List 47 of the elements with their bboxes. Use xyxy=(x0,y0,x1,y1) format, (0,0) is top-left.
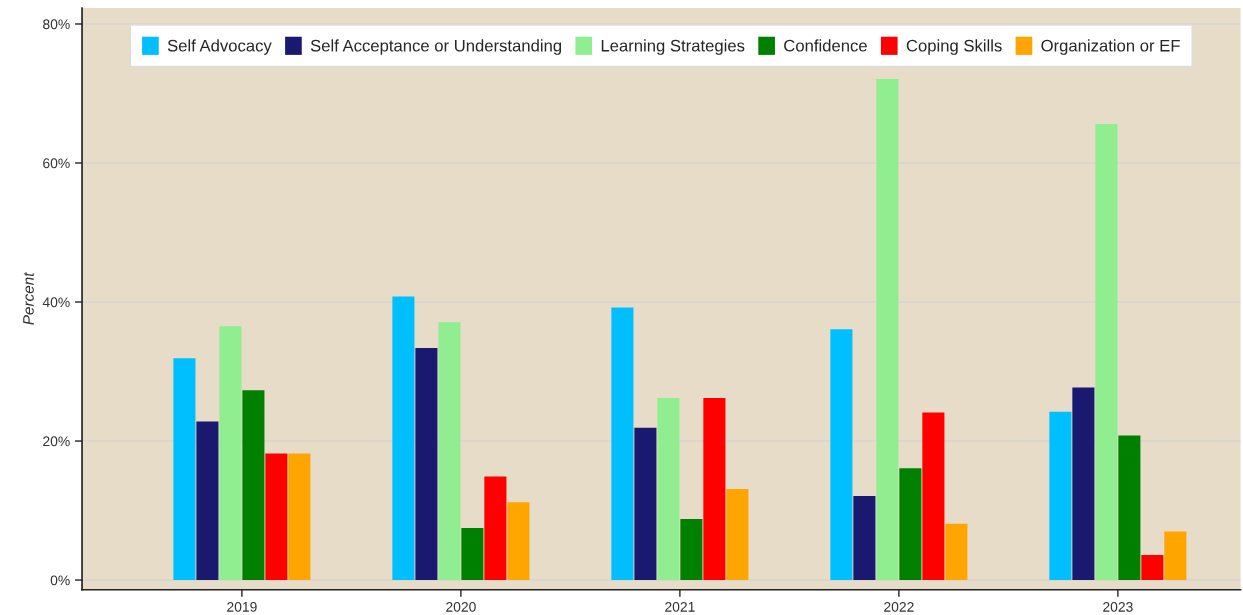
bar xyxy=(242,390,265,581)
bar xyxy=(830,329,853,581)
bar xyxy=(1049,411,1072,581)
bar xyxy=(680,518,703,581)
bar xyxy=(219,326,242,581)
y-tick-label: 60% xyxy=(43,158,70,169)
bar xyxy=(288,453,311,581)
legend-label: Self Acceptance or Understanding xyxy=(310,39,562,55)
bar xyxy=(484,476,507,581)
y-axis-title: Percent xyxy=(23,272,34,325)
x-tick-label: 2023 xyxy=(1103,601,1133,612)
bar xyxy=(415,347,438,581)
bar xyxy=(876,78,899,581)
legend-label: Confidence xyxy=(784,39,867,52)
y-tick-label: 40% xyxy=(42,297,70,308)
bar xyxy=(1141,555,1164,581)
y-tick-label: 20% xyxy=(43,436,70,447)
x-tick-label: 2022 xyxy=(884,601,914,612)
legend-label: Organization or EF xyxy=(1041,39,1180,55)
bar xyxy=(726,489,749,581)
bar xyxy=(196,421,219,581)
bar xyxy=(899,468,922,581)
y-tick-label: 80% xyxy=(43,19,70,30)
x-tick-label: 2021 xyxy=(665,601,695,612)
legend-label: Coping Skills xyxy=(906,39,1002,55)
bar xyxy=(392,296,415,581)
x-tick-label: 2020 xyxy=(446,601,476,612)
bar xyxy=(922,412,945,581)
bar xyxy=(611,307,634,581)
bar xyxy=(1118,435,1141,581)
bar xyxy=(1164,531,1187,581)
legend-label: Learning Strategies xyxy=(601,39,745,55)
bar xyxy=(1072,387,1095,581)
legend-label: Self Advocacy xyxy=(167,39,272,55)
bar xyxy=(853,495,876,581)
bar xyxy=(657,397,680,581)
bar xyxy=(265,453,288,581)
x-tick-label: 2019 xyxy=(227,601,257,612)
bar xyxy=(1095,124,1118,581)
bar xyxy=(507,502,530,581)
bar xyxy=(703,397,726,581)
bar xyxy=(461,527,484,581)
bar xyxy=(945,523,968,581)
bar xyxy=(634,427,657,581)
bar xyxy=(438,322,461,581)
y-tick-label: 0% xyxy=(50,575,70,586)
bar xyxy=(173,358,196,581)
